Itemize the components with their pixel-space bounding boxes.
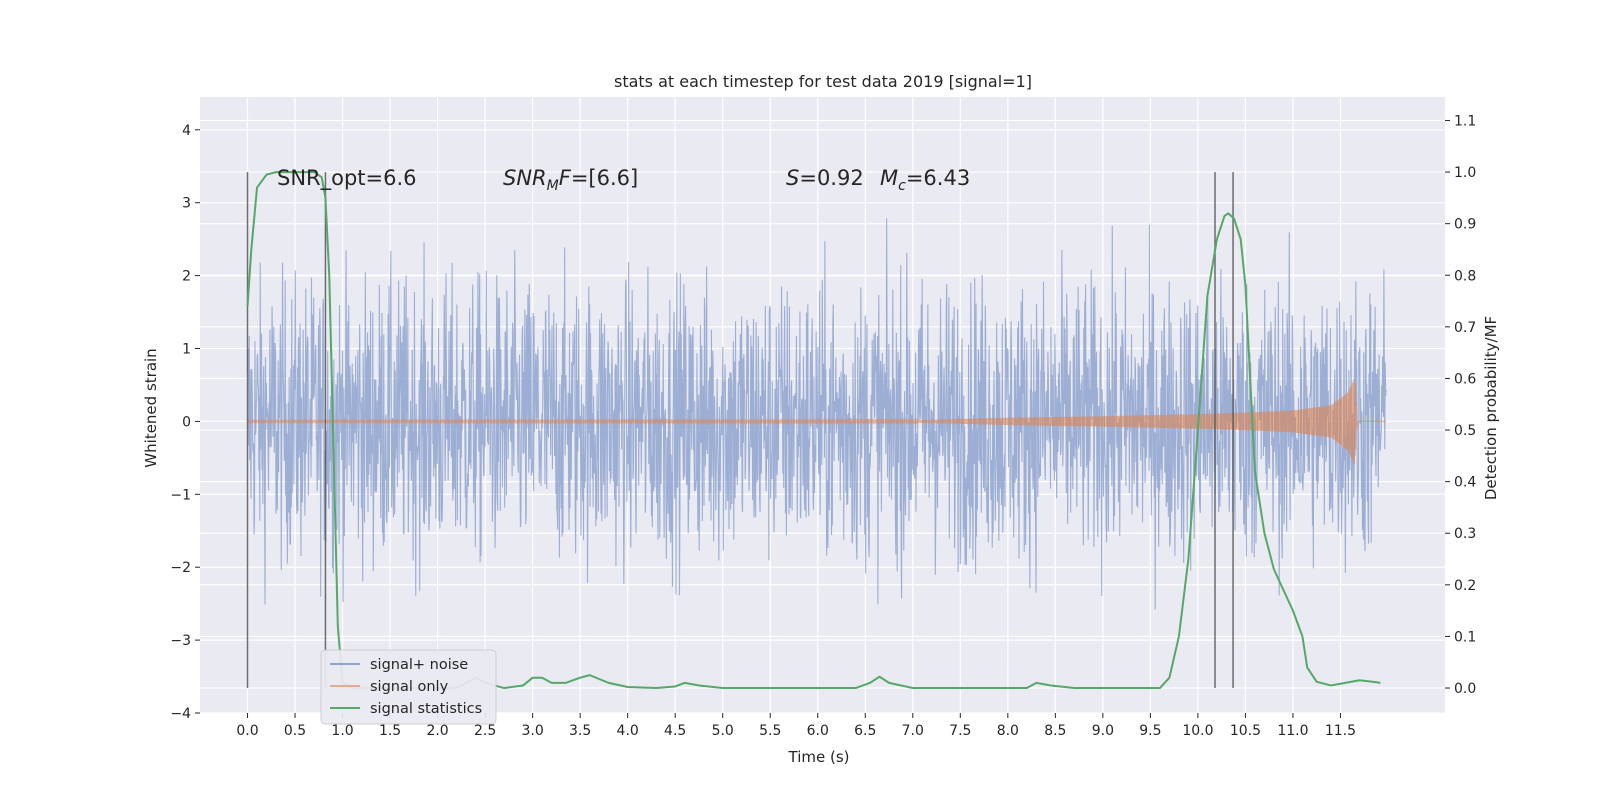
- y2-tick-label: 1.0: [1454, 165, 1476, 181]
- x-tick-label: 1.5: [379, 723, 401, 739]
- y2-tick-label: 0.7: [1454, 320, 1476, 336]
- x-tick-label: 4.5: [664, 723, 686, 739]
- y-tick-label: 4: [182, 123, 191, 139]
- annotation-s: S=0.92: [786, 166, 864, 190]
- y-axis-ticks: 4 3 2 1 0 −1 −2 −3 −4: [170, 123, 200, 722]
- x-tick-label: 9.5: [1139, 723, 1161, 739]
- y2-tick-label: 0.8: [1454, 268, 1476, 284]
- x-tick-label: 1.0: [331, 723, 353, 739]
- x-tick-label: 3.5: [569, 723, 591, 739]
- y2-tick-label: 0.2: [1454, 578, 1476, 594]
- x-tick-label: 10.0: [1182, 723, 1213, 739]
- legend-label-signal-only: signal only: [370, 679, 449, 695]
- x-axis-label: Time (s): [788, 748, 850, 766]
- y2-tick-label: 0.1: [1454, 629, 1476, 645]
- y2-tick-label: 1.1: [1454, 113, 1476, 129]
- y2-tick-label: 0.9: [1454, 217, 1476, 233]
- x-tick-label: 8.5: [1044, 723, 1066, 739]
- y2-tick-label: 0.4: [1454, 475, 1476, 491]
- y2-tick-label: 0.0: [1454, 681, 1476, 697]
- x-tick-label: 2.5: [474, 723, 496, 739]
- x-tick-label: 11.0: [1277, 723, 1308, 739]
- annotation-snr-opt: SNR_opt=6.6: [277, 166, 417, 191]
- y-tick-label: 1: [182, 342, 191, 358]
- x-tick-label: 7.5: [949, 723, 971, 739]
- x-tick-label: 5.5: [759, 723, 781, 739]
- x-tick-label: 4.0: [617, 723, 639, 739]
- y2-tick-label: 0.3: [1454, 526, 1476, 542]
- y-tick-label: −1: [170, 487, 191, 503]
- x-tick-label: 5.0: [712, 723, 734, 739]
- x-tick-label: 2.0: [426, 723, 448, 739]
- x-tick-label: 10.5: [1230, 723, 1261, 739]
- y-tick-label: −3: [170, 633, 191, 649]
- y-tick-label: −2: [170, 560, 191, 576]
- x-tick-label: 11.5: [1325, 723, 1356, 739]
- x-tick-label: 3.0: [522, 723, 544, 739]
- legend: signal+ noise signal only signal statist…: [321, 650, 496, 724]
- y-tick-label: 2: [182, 269, 191, 285]
- x-tick-label: 7.0: [902, 723, 924, 739]
- y-axis-label: Whitened strain: [142, 348, 160, 467]
- y-tick-label: −4: [170, 706, 191, 722]
- legend-label-signal-statistics: signal statistics: [370, 701, 482, 717]
- x-tick-label: 9.0: [1092, 723, 1114, 739]
- annotation-snr-mf: SNRMF=[6.6]: [503, 166, 638, 194]
- x-tick-label: 8.0: [997, 723, 1019, 739]
- x-tick-label: 0.0: [236, 723, 258, 739]
- x-tick-label: 6.5: [854, 723, 876, 739]
- y2-axis-ticks: 1.1 1.0 0.9 0.8 0.7 0.6 0.5 0.4 0.3 0.2 0.1 0.0: [1445, 113, 1476, 697]
- legend-label-signal-noise: signal+ noise: [370, 657, 468, 673]
- y2-axis-label: Detection probability/MF: [1482, 316, 1500, 500]
- x-tick-label: 0.5: [284, 723, 306, 739]
- y-tick-label: 0: [182, 414, 191, 430]
- y-tick-label: 3: [182, 196, 191, 212]
- annotation-mc: Mc=6.43: [880, 166, 970, 194]
- y2-tick-label: 0.6: [1454, 371, 1476, 387]
- chart-title: stats at each timestep for test data 201…: [614, 72, 1032, 91]
- x-tick-label: 6.0: [807, 723, 829, 739]
- y2-tick-label: 0.5: [1454, 423, 1476, 439]
